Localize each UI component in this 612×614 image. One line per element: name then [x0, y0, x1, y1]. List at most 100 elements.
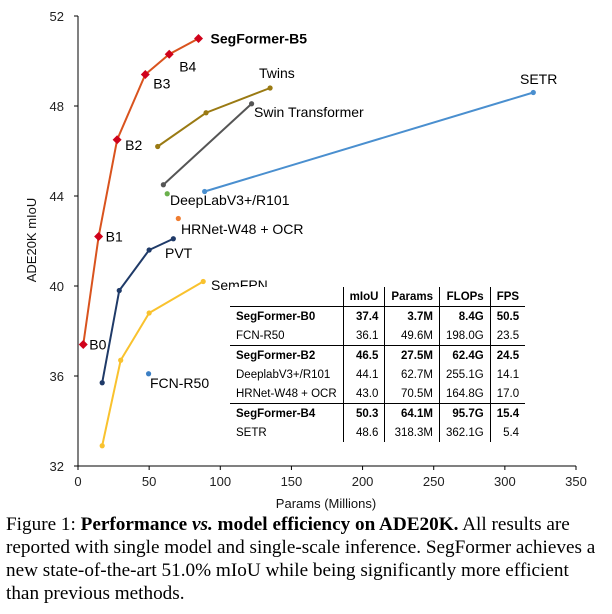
table-header-cell: Params — [384, 287, 440, 307]
y-tick-label: 36 — [50, 369, 64, 384]
table-cell: DeeplabV3+/R101 — [230, 365, 344, 384]
table-row: SegFormer-B2 46.5 27.5M 62.4G 24.5 — [230, 345, 526, 365]
segformer-point — [94, 232, 104, 241]
caption-title-part1: Performance — [80, 514, 188, 535]
table-cell: 362.1G — [439, 423, 491, 442]
x-tick-label: 100 — [209, 474, 231, 489]
data-label: PVT — [165, 245, 193, 261]
x-tick-label: 0 — [74, 474, 81, 489]
table-header-cell: FLOPs — [439, 287, 491, 307]
semfpn-line — [101, 280, 204, 446]
table-cell: 318.3M — [384, 423, 440, 442]
data-label: B0 — [89, 337, 106, 353]
table-cell: 5.4 — [503, 426, 520, 439]
table-cell: 255.1G — [439, 365, 491, 384]
table-cell: 62.7M — [384, 365, 440, 384]
chart-axes — [77, 16, 576, 467]
setr-line — [204, 91, 534, 193]
table-cell: 48.6 — [343, 423, 386, 442]
pvt-point — [146, 247, 152, 253]
table-header-row: mIoU Params FLOPs FPS — [230, 287, 526, 307]
x-tick-label: 300 — [494, 474, 516, 489]
caption-title-vs: vs. — [191, 514, 213, 535]
caption-label: Figure 1: — [6, 514, 76, 535]
data-label: DeepLabV3+/R101 — [170, 192, 290, 208]
table-cell: 24.5 — [490, 345, 526, 365]
y-tick-label: 40 — [50, 279, 64, 294]
data-label: Twins — [259, 65, 295, 81]
data-label: Swin Transformer — [254, 104, 364, 120]
table-cell: 43.0 — [343, 384, 386, 404]
table-row: DeeplabV3+/R101 44.1 62.7M 255.1G 14.1 — [230, 365, 525, 384]
semfpn-point — [146, 310, 152, 316]
table-cell: 95.7G — [439, 403, 491, 423]
table-cell: 46.5 — [343, 345, 386, 365]
y-axis-title: ADE20K mIoU — [24, 198, 39, 283]
table-cell: SegFormer-B2 — [230, 345, 344, 365]
swin-transformer-point — [160, 182, 166, 188]
performance-chart: 0 50 100 150 200 250 300 350 32 36 40 44 48 52 B0 B1 B2… — [24, 9, 587, 511]
table-header-cell: FPS — [490, 287, 526, 307]
table-cell: 3.7M — [384, 306, 440, 326]
fcn-r50-point — [145, 371, 152, 377]
segformer-line — [82, 37, 199, 345]
twins-point — [203, 110, 209, 116]
table-cell: 62.4G — [439, 345, 491, 365]
data-label: B2 — [125, 137, 142, 153]
table-header-cell: mIoU — [343, 287, 386, 307]
table-cell: 49.6M — [384, 326, 440, 346]
semfpn-point — [118, 357, 124, 363]
twins-point — [155, 143, 161, 150]
semfpn-point — [99, 443, 105, 449]
y-tick-label: 32 — [50, 459, 64, 474]
table-cell: 70.5M — [384, 384, 440, 404]
table-cell: 37.4 — [343, 306, 386, 326]
table-row: SegFormer-B0 37.4 3.7M 8.4G 50.5 — [230, 306, 526, 326]
table-cell: 50.5 — [490, 306, 526, 326]
chart-labels: B0 B1 B2 B3 B4 SegFormer-B5 Twins Swin Transfor… — [89, 31, 557, 392]
segformer-point — [112, 135, 122, 145]
x-tick-label: 50 — [142, 474, 156, 489]
table-cell: 17.0 — [496, 387, 520, 400]
table-cell: HRNet-W48 + OCR — [230, 384, 344, 404]
x-tick-label: 350 — [565, 474, 587, 489]
table-cell: 23.5 — [496, 329, 520, 342]
table-row: HRNet-W48 + OCR 43.0 70.5M 164.8G 17.0 — [230, 384, 525, 404]
caption-body: All results are reported with single mod… — [6, 514, 596, 604]
x-tick-label: 250 — [423, 474, 445, 489]
swin-transformer-line — [162, 103, 253, 186]
swin-transformer-point — [248, 101, 255, 107]
table-cell: 64.1M — [384, 403, 440, 423]
chart-series — [78, 34, 536, 449]
pvt-point — [116, 287, 122, 294]
data-label: B4 — [179, 58, 196, 74]
table-cell: FCN-R50 — [230, 326, 344, 346]
table-cell: SegFormer-B4 — [230, 403, 344, 423]
data-label: B1 — [106, 229, 123, 245]
table-cell: SETR — [230, 423, 344, 442]
pvt-point — [99, 380, 105, 386]
figure-caption: Figure 1: Performance vs. model efficien… — [6, 513, 606, 605]
segformer-point — [194, 34, 204, 43]
table-cell: 15.4 — [490, 403, 526, 423]
caption-title-part2: model efficiency on ADE20K. — [217, 514, 459, 535]
segformer-point — [78, 340, 88, 349]
comparison-table: mIoU Params FLOPs FPS SegFormer-B0 37.4 3.7M 8… — [230, 287, 526, 442]
data-label: B3 — [153, 76, 170, 92]
setr-point — [530, 89, 536, 96]
table-cell: 50.3 — [343, 403, 386, 423]
semfpn-point — [200, 278, 206, 285]
x-tick-label: 200 — [352, 474, 374, 489]
segformer-point — [164, 49, 174, 59]
chart-ticks: 0 50 100 150 200 250 300 350 32 36 40 44 48 52 — [50, 9, 587, 489]
twins-point — [267, 85, 273, 91]
table-row: FCN-R50 36.1 49.6M 198.0G 23.5 — [230, 326, 525, 346]
table-header-cell — [230, 287, 344, 307]
deeplabv3-r101-point — [164, 191, 170, 197]
hrnet-w48-ocr-point — [175, 215, 181, 222]
table-row: SETR 48.6 318.3M 362.1G 5.4 — [230, 423, 525, 442]
table-cell: 198.0G — [439, 326, 491, 346]
table-cell: 14.1 — [496, 368, 520, 381]
x-axis-title: Params (Millions) — [276, 496, 376, 511]
table-cell: 44.1 — [343, 365, 386, 384]
